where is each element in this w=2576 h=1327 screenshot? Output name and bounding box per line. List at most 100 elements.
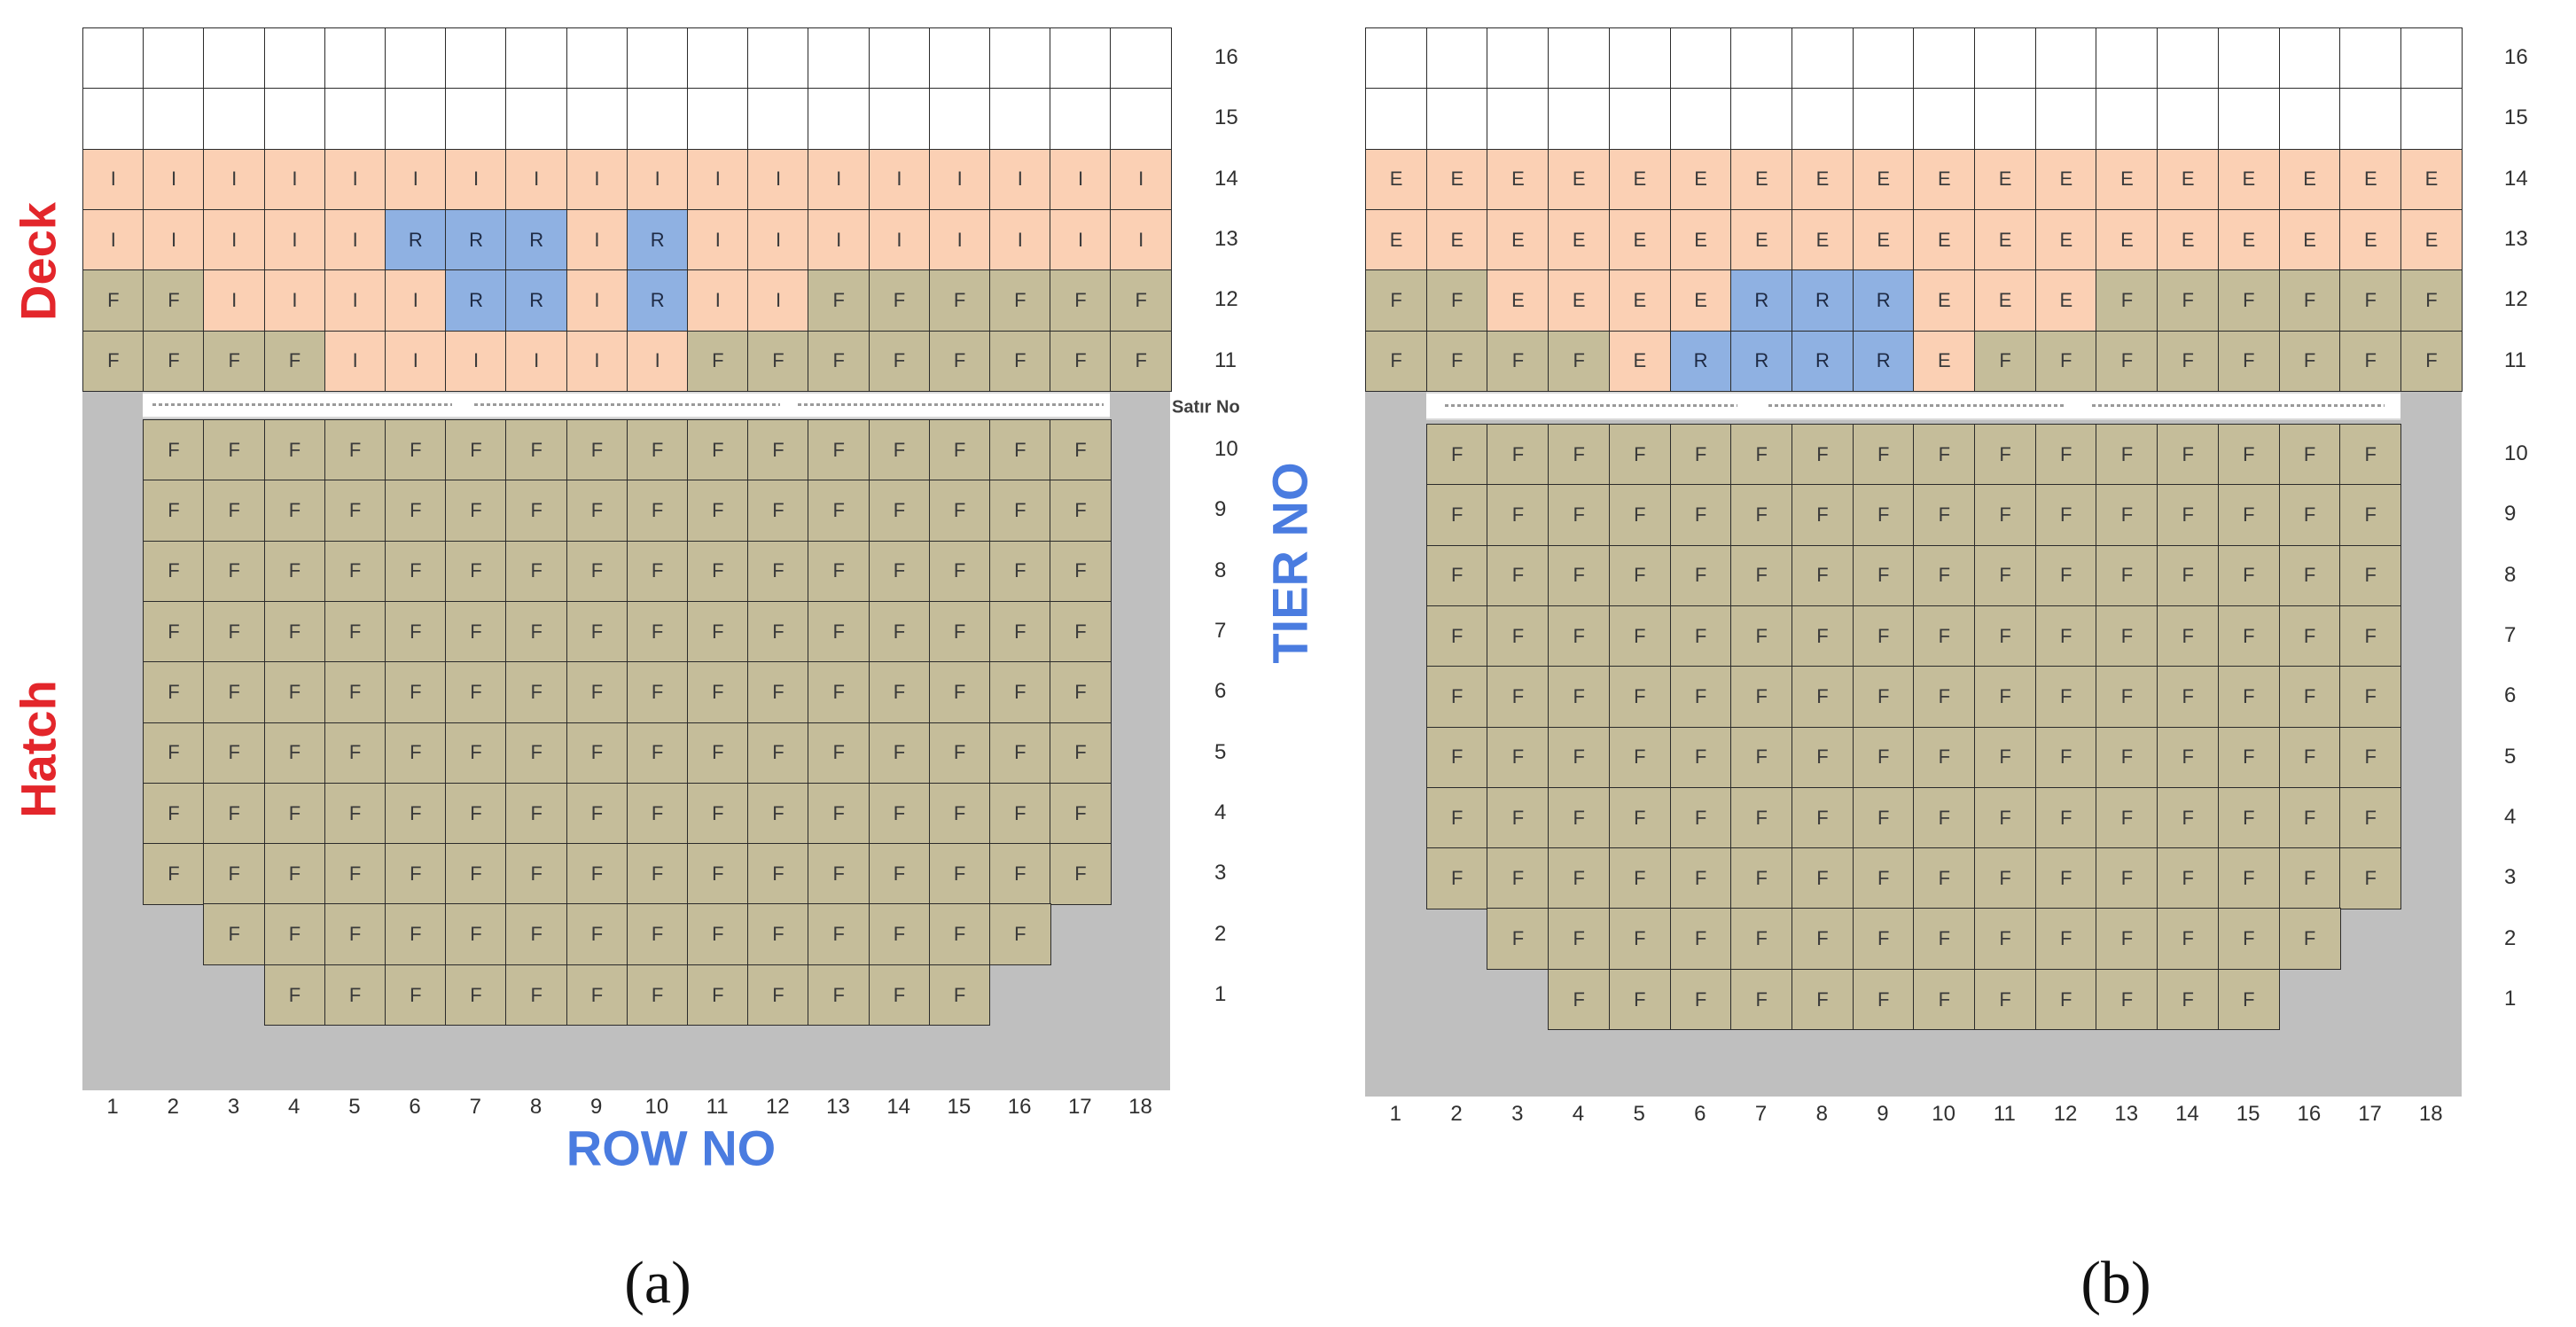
slot-cell: F xyxy=(143,540,205,603)
slot-cell: E xyxy=(2217,208,2280,271)
slot-cell xyxy=(1365,88,1428,151)
slot-cell: E xyxy=(1913,330,1976,393)
slot-cell: I xyxy=(324,269,386,332)
slot-cell: E xyxy=(1852,148,1915,211)
slot-cell: E xyxy=(2278,208,2341,271)
slot-cell: F xyxy=(1487,605,1550,667)
slot-cell: I xyxy=(808,208,870,271)
slot-cell: F xyxy=(203,330,266,393)
slot-cell: F xyxy=(1425,544,1488,607)
row-label: 15 xyxy=(947,1095,972,1119)
slot-cell: F xyxy=(1548,484,1611,547)
slot-cell: F xyxy=(2157,269,2220,332)
slot-cell: F xyxy=(626,600,689,663)
slot-cell: E xyxy=(1365,148,1428,211)
slot-cell: F xyxy=(1852,484,1915,547)
slot-cell: F xyxy=(1974,908,2037,971)
row-label: 11 xyxy=(1993,1102,2016,1126)
slot-cell: F xyxy=(1791,484,1854,547)
slot-cell xyxy=(2034,27,2097,90)
slot-cell: R xyxy=(1669,330,1732,393)
slot-cell: F xyxy=(2278,424,2341,486)
slot-cell: F xyxy=(263,903,326,966)
slot-cell: F xyxy=(505,843,568,905)
slot-cell: E xyxy=(1548,269,1611,332)
slot-cell: F xyxy=(566,540,628,603)
slot-cell: F xyxy=(1608,726,1671,789)
slot-cell: I xyxy=(928,208,991,271)
slot-cell: E xyxy=(1974,269,2037,332)
slot-cell: F xyxy=(566,419,628,481)
tier-label: 14 xyxy=(1214,166,1238,191)
slot-cell: F xyxy=(868,480,931,543)
slot-cell: F xyxy=(1730,666,1793,728)
slot-cell: I xyxy=(747,208,809,271)
slot-cell: I xyxy=(445,148,507,211)
slot-cell: F xyxy=(1669,544,1732,607)
slot-cell: F xyxy=(143,480,205,543)
slot-cell: F xyxy=(143,782,205,845)
slot-cell: F xyxy=(1608,908,1671,971)
tier-label: 13 xyxy=(2504,227,2528,252)
slot-cell xyxy=(1669,27,1732,90)
slot-cell: E xyxy=(1974,148,2037,211)
slot-cell xyxy=(989,27,1051,90)
slot-cell: F xyxy=(1791,726,1854,789)
slot-cell: F xyxy=(263,600,326,663)
slot-cell: F xyxy=(1852,726,1915,789)
slot-cell xyxy=(2339,88,2402,151)
slot-cell: F xyxy=(1548,424,1611,486)
slot-cell: F xyxy=(747,419,809,481)
slot-cell: F xyxy=(2034,726,2097,789)
slot-cell: F xyxy=(2217,330,2280,393)
slot-cell: F xyxy=(385,964,447,1026)
slot-cell: F xyxy=(324,661,386,723)
slot-cell: E xyxy=(2217,148,2280,211)
slot-cell: F xyxy=(687,661,749,723)
slot-cell: F xyxy=(989,843,1051,905)
slot-cell: F xyxy=(1608,786,1671,849)
slot-cell: F xyxy=(2217,424,2280,486)
slot-cell: F xyxy=(2339,330,2402,393)
slot-cell: F xyxy=(1425,726,1488,789)
slot-cell: F xyxy=(868,419,931,481)
slot-cell: F xyxy=(1487,847,1550,909)
slot-cell: F xyxy=(1669,424,1732,486)
slot-cell: F xyxy=(1425,269,1488,332)
slot-cell: F xyxy=(2034,908,2097,971)
slot-cell xyxy=(2096,88,2158,151)
tier-label: 8 xyxy=(1214,558,1227,582)
slot-cell: F xyxy=(1852,968,1915,1031)
slot-cell: E xyxy=(1913,148,1976,211)
row-label: 1 xyxy=(106,1095,119,1119)
slot-cell: R xyxy=(626,208,689,271)
slot-cell: F xyxy=(2339,269,2402,332)
slot-cell: F xyxy=(989,419,1051,481)
slot-cell: F xyxy=(2339,424,2402,486)
slot-cell: E xyxy=(2157,208,2220,271)
slot-cell: F xyxy=(2157,544,2220,607)
slot-cell: F xyxy=(263,722,326,784)
slot-cell: F xyxy=(2217,605,2280,667)
tier-label: 7 xyxy=(2504,623,2517,648)
hatch-cover-dots xyxy=(1768,404,2065,407)
slot-cell: F xyxy=(1608,424,1671,486)
tier-label: 8 xyxy=(2504,562,2517,587)
slot-cell: F xyxy=(928,903,991,966)
satir-no-label: Satır No xyxy=(1172,397,1240,418)
slot-cell: E xyxy=(1487,269,1550,332)
slot-cell xyxy=(1110,27,1173,90)
slot-cell: F xyxy=(868,722,931,784)
slot-cell: F xyxy=(1050,661,1112,723)
slot-cell: F xyxy=(445,843,507,905)
slot-cell xyxy=(687,88,749,151)
slot-cell: F xyxy=(445,661,507,723)
slot-cell xyxy=(1487,88,1550,151)
slot-cell: F xyxy=(1425,605,1488,667)
caption-a: (a) xyxy=(624,1248,691,1316)
slot-cell: F xyxy=(928,782,991,845)
slot-cell: I xyxy=(808,148,870,211)
slot-cell: F xyxy=(808,964,870,1026)
slot-cell: F xyxy=(1974,968,2037,1031)
